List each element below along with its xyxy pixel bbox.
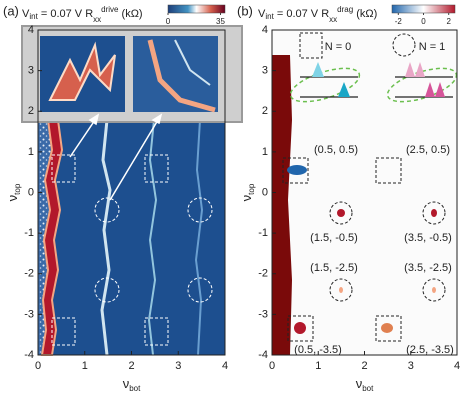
y-tick-label: -4: [258, 349, 268, 361]
title-part: xx: [329, 15, 337, 24]
heatmap-b: [272, 30, 458, 355]
label-part: bot: [362, 384, 374, 393]
panel-title: Vint = 0.07 V Rxxdrag (kΩ): [258, 5, 377, 24]
y-tick-label: 0: [262, 186, 268, 198]
panel-title: Vint = 0.07 V Rxxdrive (kΩ): [22, 5, 143, 24]
colorbar-tick-label: -2: [395, 17, 403, 26]
y-tick-label: 3: [28, 65, 34, 77]
annotation: (3.5, -2.5): [404, 262, 452, 274]
y-tick-label: 2: [28, 105, 34, 117]
title-part: = 0.07 V R: [274, 8, 329, 20]
title-part: drag: [337, 5, 353, 14]
title-part: (kΩ): [118, 8, 142, 20]
x-tick-label: 2: [128, 360, 134, 372]
y-tick-label: -1: [258, 227, 268, 239]
label-part: top: [13, 183, 22, 195]
y-tick-label: 4: [262, 24, 268, 36]
x-tick-label: 2: [361, 360, 367, 372]
title-part: int: [29, 12, 38, 21]
x-tick-label: 1: [82, 360, 88, 372]
y-tick-label: 2: [262, 105, 268, 117]
colorbar: [167, 4, 226, 14]
colorbar-tick-label: 0: [166, 17, 171, 26]
x-tick-label: 4: [222, 360, 228, 372]
label-part: ν: [123, 376, 130, 391]
annotation: (0.5, -3.5): [294, 344, 342, 356]
x-tick-label: 3: [175, 360, 181, 372]
x-tick-label: 1: [315, 360, 321, 372]
panel-label: (a): [3, 3, 19, 18]
x-tick-label: 0: [269, 360, 275, 372]
label-part: bot: [129, 384, 141, 393]
title-part: xx: [93, 15, 101, 24]
heatmap-a: [21, 25, 243, 356]
label-part: ν: [356, 376, 363, 391]
colorbar-tick-label: 2: [446, 17, 451, 26]
title-part: drive: [101, 5, 119, 14]
panel-label: (b): [237, 3, 253, 18]
x-tick-label: 3: [408, 360, 414, 372]
y-axis-label: νtop: [5, 183, 22, 201]
title-part: V: [258, 8, 266, 20]
y-tick-label: 3: [262, 65, 268, 77]
label-part: top: [247, 183, 256, 195]
annotation: (3.5, -0.5): [404, 232, 452, 244]
title-part: int: [265, 12, 274, 21]
annotation: (2.5, 0.5): [406, 144, 450, 156]
y-tick-label: 1: [28, 146, 34, 158]
y-tick-label: -3: [24, 308, 34, 320]
x-tick-label: 0: [35, 360, 41, 372]
colorbar-tick-label: 0: [421, 17, 426, 26]
x-axis-label: νbot: [123, 376, 141, 393]
y-tick-label: 4: [28, 24, 34, 36]
y-tick-label: 0: [28, 186, 34, 198]
label-part: ν: [239, 195, 254, 202]
y-tick-label: -1: [24, 227, 34, 239]
colorbar: [391, 4, 456, 14]
label-part: ν: [5, 195, 20, 202]
colorbar-tick-label: 35: [216, 17, 225, 26]
title-part: V: [22, 8, 30, 20]
annotation: (0.5, 0.5): [314, 144, 358, 156]
title-part: (kΩ): [353, 8, 377, 20]
y-tick-label: 1: [262, 146, 268, 158]
y-tick-label: -4: [24, 349, 34, 361]
annotation: (1.5, -0.5): [310, 232, 358, 244]
y-tick-label: -2: [24, 268, 34, 280]
annotation: N = 1: [419, 41, 446, 53]
annotation: (2.5, -3.5): [406, 344, 454, 356]
y-tick-label: -3: [258, 308, 268, 320]
annotation: N = 0: [325, 41, 352, 53]
annotation: (1.5, -2.5): [310, 262, 358, 274]
x-tick-label: 4: [454, 360, 460, 372]
y-tick-label: -2: [258, 268, 268, 280]
x-axis-label: νbot: [356, 376, 374, 393]
title-part: = 0.07 V R: [38, 8, 93, 20]
y-axis-label: νtop: [239, 183, 256, 201]
